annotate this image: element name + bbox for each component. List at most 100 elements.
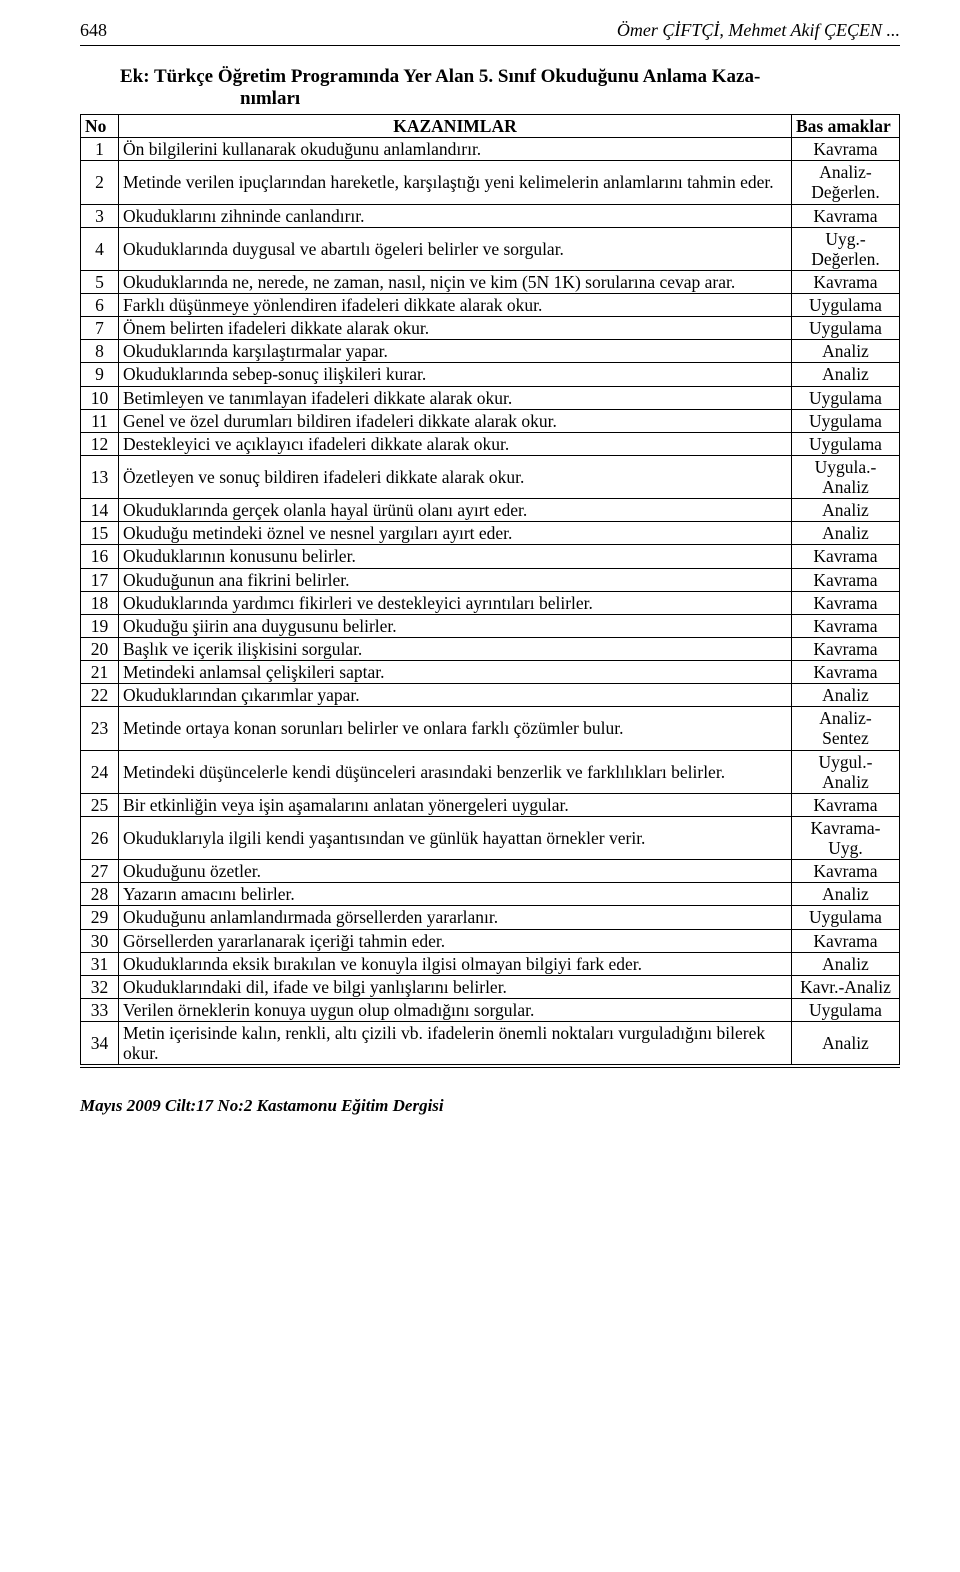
table-row: 2Metinde verilen ipuçlarından hareketle,… [81, 161, 900, 204]
cell-basamak: Kavrama [792, 860, 900, 883]
table-row: 8Okuduklarında karşılaştırmalar yapar.An… [81, 340, 900, 363]
cell-basamak: Uygulama [792, 906, 900, 929]
cell-kazanim: Okuduklarını zihninde canlandırır. [119, 204, 792, 227]
table-row: 23Metinde ortaya konan sorunları belirle… [81, 707, 900, 750]
cell-kazanim: Okuduklarında karşılaştırmalar yapar. [119, 340, 792, 363]
appendix-title-line2: nımları [200, 88, 900, 110]
table-row: 9Okuduklarında sebep-sonuç ilişkileri ku… [81, 363, 900, 386]
table-row: 29Okuduğunu anlamlandırmada görsellerden… [81, 906, 900, 929]
cell-kazanim: Okuduklarında duygusal ve abartılı ögele… [119, 227, 792, 270]
cell-kazanim: Okuduklarındaki dil, ifade ve bilgi yanl… [119, 975, 792, 998]
table-row: 10Betimleyen ve tanımlayan ifadeleri dik… [81, 386, 900, 409]
cell-kazanim: Metindeki düşüncelerle kendi düşünceleri… [119, 750, 792, 793]
cell-kazanim: Okuduğunun ana fikrini belirler. [119, 568, 792, 591]
cell-kazanim: Okuduklarında ne, nerede, ne zaman, nası… [119, 270, 792, 293]
cell-basamak: Kavrama [792, 793, 900, 816]
cell-kazanim: Okuduklarında yardımcı fikirleri ve dest… [119, 591, 792, 614]
table-row: 12Destekleyici ve açıklayıcı ifadeleri d… [81, 432, 900, 455]
cell-kazanim: Okuduklarında sebep-sonuç ilişkileri kur… [119, 363, 792, 386]
table-row: 17Okuduğunun ana fikrini belirler.Kavram… [81, 568, 900, 591]
cell-no: 27 [81, 860, 119, 883]
table-row: 15Okuduğu metindeki öznel ve nesnel yarg… [81, 522, 900, 545]
table-row: 13Özetleyen ve sonuç bildiren ifadeleri … [81, 455, 900, 498]
cell-kazanim: Metin içerisinde kalın, renkli, altı çiz… [119, 1022, 792, 1065]
cell-basamak: Analiz [792, 684, 900, 707]
cell-no: 29 [81, 906, 119, 929]
cell-kazanim: Metinde verilen ipuçlarından hareketle, … [119, 161, 792, 204]
cell-no: 25 [81, 793, 119, 816]
cell-basamak: Analiz [792, 363, 900, 386]
cell-kazanim: Yazarın amacını belirler. [119, 883, 792, 906]
table-row: 3Okuduklarını zihninde canlandırır.Kavra… [81, 204, 900, 227]
table-row: 7Önem belirten ifadeleri dikkate alarak … [81, 317, 900, 340]
cell-kazanim: Genel ve özel durumları bildiren ifadele… [119, 409, 792, 432]
cell-kazanim: Okuduklarından çıkarımlar yapar. [119, 684, 792, 707]
table-row: 28Yazarın amacını belirler.Analiz [81, 883, 900, 906]
cell-no: 19 [81, 614, 119, 637]
cell-no: 2 [81, 161, 119, 204]
cell-basamak: Analiz-Değerlen. [792, 161, 900, 204]
cell-kazanim: Okuduğu metindeki öznel ve nesnel yargıl… [119, 522, 792, 545]
cell-basamak: Analiz [792, 522, 900, 545]
table-row: 33Verilen örneklerin konuya uygun olup o… [81, 998, 900, 1021]
cell-no: 11 [81, 409, 119, 432]
cell-no: 14 [81, 499, 119, 522]
cell-basamak: Kavr.-Analiz [792, 975, 900, 998]
cell-no: 34 [81, 1022, 119, 1065]
cell-no: 16 [81, 545, 119, 568]
table-row: 16Okuduklarının konusunu belirler.Kavram… [81, 545, 900, 568]
cell-kazanim: Görsellerden yararlanarak içeriği tahmin… [119, 929, 792, 952]
table-header-row: No KAZANIMLAR Bas amaklar [81, 115, 900, 138]
col-header-no: No [81, 115, 119, 138]
appendix-title: Ek: Türkçe Öğretim Programında Yer Alan … [80, 66, 900, 110]
table-row: 34Metin içerisinde kalın, renkli, altı ç… [81, 1022, 900, 1065]
cell-kazanim: Okuduğunu özetler. [119, 860, 792, 883]
cell-no: 31 [81, 952, 119, 975]
cell-kazanim: Okuduklarında eksik bırakılan ve konuyla… [119, 952, 792, 975]
cell-basamak: Kavrama [792, 661, 900, 684]
table-row: 22Okuduklarından çıkarımlar yapar.Analiz [81, 684, 900, 707]
table-row: 18Okuduklarında yardımcı fikirleri ve de… [81, 591, 900, 614]
cell-kazanim: Okuduğu şiirin ana duygusunu belirler. [119, 614, 792, 637]
cell-basamak: Uygulama [792, 294, 900, 317]
table-row: 30Görsellerden yararlanarak içeriği tahm… [81, 929, 900, 952]
cell-kazanim: Betimleyen ve tanımlayan ifadeleri dikka… [119, 386, 792, 409]
cell-basamak: Analiz [792, 1022, 900, 1065]
cell-basamak: Analiz [792, 883, 900, 906]
cell-basamak: Uygulama [792, 432, 900, 455]
cell-no: 12 [81, 432, 119, 455]
running-head: Ömer ÇİFTÇİ, Mehmet Akif ÇEÇEN ... [617, 20, 900, 41]
footer-rule [80, 1067, 900, 1068]
table-row: 14Okuduklarında gerçek olanla hayal ürün… [81, 499, 900, 522]
cell-basamak: Kavrama [792, 591, 900, 614]
table-row: 20Başlık ve içerik ilişkisini sorgular.K… [81, 637, 900, 660]
cell-basamak: Kavrama [792, 270, 900, 293]
cell-no: 9 [81, 363, 119, 386]
cell-no: 17 [81, 568, 119, 591]
cell-basamak: Uygula.-Analiz [792, 455, 900, 498]
cell-basamak: Kavrama [792, 568, 900, 591]
cell-no: 6 [81, 294, 119, 317]
cell-basamak: Kavrama [792, 929, 900, 952]
cell-kazanim: Farklı düşünmeye yönlendiren ifadeleri d… [119, 294, 792, 317]
cell-basamak: Uyg.-Değerlen. [792, 227, 900, 270]
table-row: 19Okuduğu şiirin ana duygusunu belirler.… [81, 614, 900, 637]
cell-basamak: Analiz [792, 499, 900, 522]
cell-no: 26 [81, 816, 119, 859]
cell-basamak: Analiz [792, 340, 900, 363]
cell-no: 10 [81, 386, 119, 409]
cell-no: 3 [81, 204, 119, 227]
appendix-title-line1: Ek: Türkçe Öğretim Programında Yer Alan … [120, 66, 760, 87]
cell-kazanim: Ön bilgilerini kullanarak okuduğunu anla… [119, 138, 792, 161]
cell-no: 21 [81, 661, 119, 684]
cell-no: 23 [81, 707, 119, 750]
cell-basamak: Kavrama [792, 138, 900, 161]
cell-kazanim: Okuduklarıyla ilgili kendi yaşantısından… [119, 816, 792, 859]
table-row: 6Farklı düşünmeye yönlendiren ifadeleri … [81, 294, 900, 317]
cell-no: 20 [81, 637, 119, 660]
cell-no: 5 [81, 270, 119, 293]
cell-basamak: Kavrama [792, 545, 900, 568]
cell-kazanim: Metinde ortaya konan sorunları belirler … [119, 707, 792, 750]
cell-basamak: Uygulama [792, 998, 900, 1021]
cell-no: 32 [81, 975, 119, 998]
